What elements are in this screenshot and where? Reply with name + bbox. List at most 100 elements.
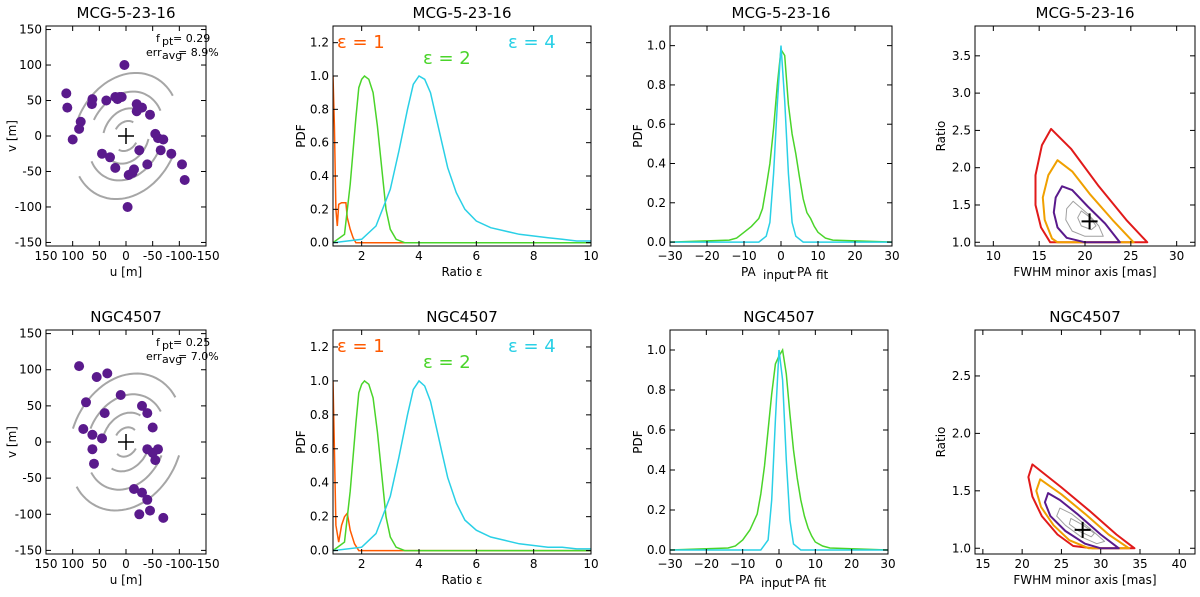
err-label: err bbox=[146, 46, 162, 59]
y-tick-label: 0.4 bbox=[310, 476, 329, 490]
y-tick-label: 0.8 bbox=[310, 408, 329, 422]
plot-content bbox=[670, 347, 888, 551]
x-tick-label: -50 bbox=[143, 249, 163, 263]
series-line bbox=[333, 75, 591, 244]
uv-point bbox=[97, 148, 107, 159]
y-axis-label: PDF bbox=[631, 430, 645, 453]
y-tick-label: 2.0 bbox=[952, 161, 971, 175]
x-tick-label: 25 bbox=[1123, 249, 1138, 263]
x-tick-label: -150 bbox=[192, 557, 219, 571]
x-tick-label: 150 bbox=[35, 557, 58, 571]
uv-point bbox=[179, 175, 190, 185]
series-line bbox=[333, 75, 591, 244]
uv-point bbox=[150, 128, 161, 139]
err-value: = 7.0% bbox=[178, 350, 219, 363]
uv-point bbox=[142, 408, 153, 419]
x-axis-label: FWHM minor axis [mas] bbox=[1013, 573, 1156, 587]
x-tick-label: 8 bbox=[530, 249, 538, 263]
x-tick-label: 30 bbox=[884, 249, 899, 263]
uv-point bbox=[102, 368, 113, 379]
uv-point bbox=[87, 94, 98, 105]
uv-point bbox=[155, 145, 166, 156]
series-line bbox=[670, 45, 892, 243]
panel-title: MCG-5-23-16 bbox=[413, 4, 512, 22]
y-tick-label: 0.0 bbox=[310, 544, 329, 558]
uv-track bbox=[78, 153, 175, 200]
uv-track bbox=[116, 448, 137, 458]
y-axis-label: PDF bbox=[631, 124, 645, 147]
uv-point bbox=[145, 109, 155, 120]
plot-content bbox=[61, 60, 190, 212]
series-line bbox=[333, 380, 591, 552]
uv-point bbox=[129, 164, 139, 175]
x-tick-label: 35 bbox=[1132, 557, 1147, 571]
x-axis-label: PA bbox=[739, 573, 754, 587]
contour-line bbox=[1065, 200, 1104, 237]
uv-point bbox=[97, 433, 107, 444]
uv-track bbox=[75, 455, 181, 512]
x-tick-label: 100 bbox=[61, 249, 84, 263]
series-line bbox=[670, 347, 888, 551]
x-tick-label: 0 bbox=[122, 557, 130, 571]
panel-ratio-mcg: MCG-5-23-16 ε = 1 ε = 2 ε = 4 2 4 6 8 10 0.0 0.2 0.… bbox=[294, 4, 599, 279]
y-tick-label: 1.2 bbox=[310, 36, 329, 50]
y-tick-label: -100 bbox=[15, 200, 42, 214]
y-tick-label: 0.2 bbox=[647, 196, 666, 210]
y-tick-label: 0.0 bbox=[310, 236, 329, 250]
y-axis-label: Ratio bbox=[934, 427, 948, 458]
y-tick-label: 0.6 bbox=[647, 117, 666, 131]
x-tick-label: 2 bbox=[358, 249, 366, 263]
uv-point bbox=[67, 134, 78, 145]
y-tick-label: 50 bbox=[27, 399, 42, 413]
uv-track bbox=[114, 120, 134, 130]
x-tick-label: 40 bbox=[1172, 557, 1187, 571]
err-sub: avg bbox=[162, 49, 182, 62]
panel-contour-mcg: MCG-5-23-16 10 15 20 25 30 1.0 1.5 2.0 2.5 3.0 3.5 F… bbox=[934, 4, 1196, 279]
fpt-label: f bbox=[156, 336, 161, 349]
x-tick-label: 6 bbox=[473, 557, 481, 571]
x-tick-label: 20 bbox=[844, 557, 859, 571]
plot-content bbox=[71, 361, 181, 523]
y-tick-label: 1.2 bbox=[310, 340, 329, 354]
y-tick-label: -100 bbox=[15, 507, 42, 521]
plot-content bbox=[1027, 463, 1136, 550]
plot-content bbox=[670, 45, 892, 243]
y-tick-label: -150 bbox=[15, 235, 42, 249]
x-tick-label: -100 bbox=[166, 249, 193, 263]
panel-pa-ngc: NGC4507 −30 −20 −10 0 10 20 30 0.0 0.2 0.4 0.6 0.8 1.… bbox=[631, 308, 896, 590]
x-axis-label-sub: fit bbox=[814, 576, 827, 590]
fpt-sub: pt bbox=[162, 35, 174, 48]
panel-title: MCG-5-23-16 bbox=[1036, 4, 1135, 22]
x-axis-label-sub: fit bbox=[816, 268, 829, 282]
x-axis-label: u [m] bbox=[110, 573, 142, 587]
y-axis-label: v [m] bbox=[5, 426, 19, 458]
y-tick-label: -50 bbox=[22, 164, 42, 178]
uv-point bbox=[153, 444, 163, 455]
x-tick-label: −10 bbox=[730, 557, 755, 571]
panel-title: MCG-5-23-16 bbox=[77, 4, 176, 22]
uv-track bbox=[115, 426, 136, 436]
uv-point bbox=[87, 444, 98, 455]
y-tick-label: -50 bbox=[22, 471, 42, 485]
legend-entry: ε = 2 bbox=[423, 48, 471, 69]
legend-entry: ε = 1 bbox=[337, 336, 385, 357]
contour-line bbox=[1034, 127, 1149, 244]
x-tick-label: 0 bbox=[777, 249, 785, 263]
x-tick-label: 10 bbox=[583, 557, 598, 571]
y-tick-label: 0.6 bbox=[310, 136, 329, 150]
uv-track bbox=[112, 138, 150, 165]
uv-point bbox=[119, 60, 130, 70]
err-value: = 8.9% bbox=[178, 46, 219, 59]
x-tick-label: 15 bbox=[1032, 249, 1047, 263]
fpt-value: = 0.29 bbox=[173, 32, 210, 45]
axes-frame bbox=[974, 329, 1196, 555]
x-tick-label: 6 bbox=[473, 249, 481, 263]
series-line bbox=[670, 349, 888, 551]
y-tick-label: 1.5 bbox=[952, 484, 971, 498]
y-axis-label: PDF bbox=[294, 124, 308, 147]
contour-line bbox=[1035, 478, 1130, 550]
series-line bbox=[333, 379, 591, 552]
legend-entry: ε = 4 bbox=[508, 336, 556, 357]
uv-track bbox=[118, 142, 138, 152]
